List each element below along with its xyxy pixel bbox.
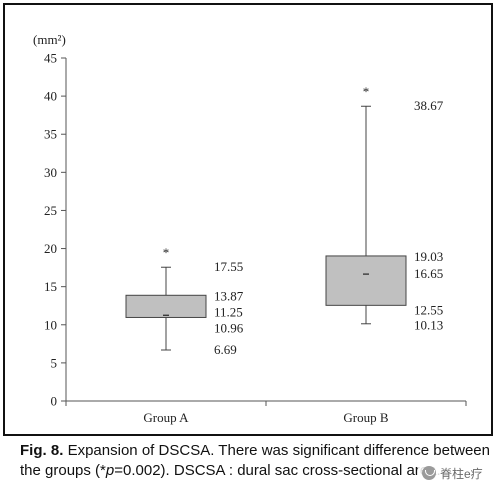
- y-axis-unit: (mm²): [33, 32, 66, 47]
- q1-label: 12.55: [414, 302, 443, 317]
- significance-star: *: [363, 84, 370, 99]
- y-axis: 0 5 10 15 20 25 30 35 40 45: [44, 51, 67, 409]
- significance-star: *: [163, 245, 170, 260]
- y-tick-label: 45: [44, 51, 57, 66]
- whisker-low-label: 10.13: [414, 317, 443, 332]
- x-tick-label: Group B: [343, 410, 388, 425]
- y-tick-label: 20: [44, 241, 57, 256]
- x-tick-label: Group A: [143, 410, 189, 425]
- y-tick-label: 30: [44, 165, 57, 180]
- x-axis: Group A Group B: [65, 400, 467, 425]
- iqr-box: [325, 255, 407, 306]
- whisker-low-label: 6.69: [214, 342, 237, 357]
- median-label: 11.25: [214, 304, 243, 319]
- caption-p-symbol: p: [105, 462, 115, 479]
- figure-caption: Fig. 8. Expansion of DSCSA. There was si…: [20, 441, 490, 481]
- y-tick-label: 10: [44, 317, 57, 332]
- y-tick-label: 25: [44, 203, 57, 218]
- y-tick-label: 5: [51, 355, 58, 370]
- q3-label: 19.03: [414, 249, 443, 264]
- caption-text-1: Expansion of DSCSA. There was significan…: [20, 442, 490, 479]
- y-tick-label: 40: [44, 89, 57, 104]
- q3-label: 13.87: [214, 288, 244, 303]
- watermark-text: 脊柱e疗: [440, 466, 483, 481]
- caption-text-2: =0.002). DSCSA : dural sac cross-section…: [114, 462, 441, 479]
- watermark: 脊柱e疗: [418, 463, 487, 483]
- wechat-icon: [422, 466, 436, 480]
- y-tick-label: 15: [44, 279, 57, 294]
- q1-label: 10.96: [214, 320, 244, 335]
- median-label: 16.65: [414, 266, 443, 281]
- y-tick-label: 35: [44, 127, 57, 142]
- iqr-box: [125, 294, 207, 318]
- whisker-high-label: 38.67: [414, 98, 444, 113]
- y-tick-label: 0: [51, 394, 58, 409]
- figure-frame: [3, 3, 493, 436]
- caption-label: Fig. 8.: [20, 442, 64, 459]
- whisker-high-label: 17.55: [214, 259, 243, 274]
